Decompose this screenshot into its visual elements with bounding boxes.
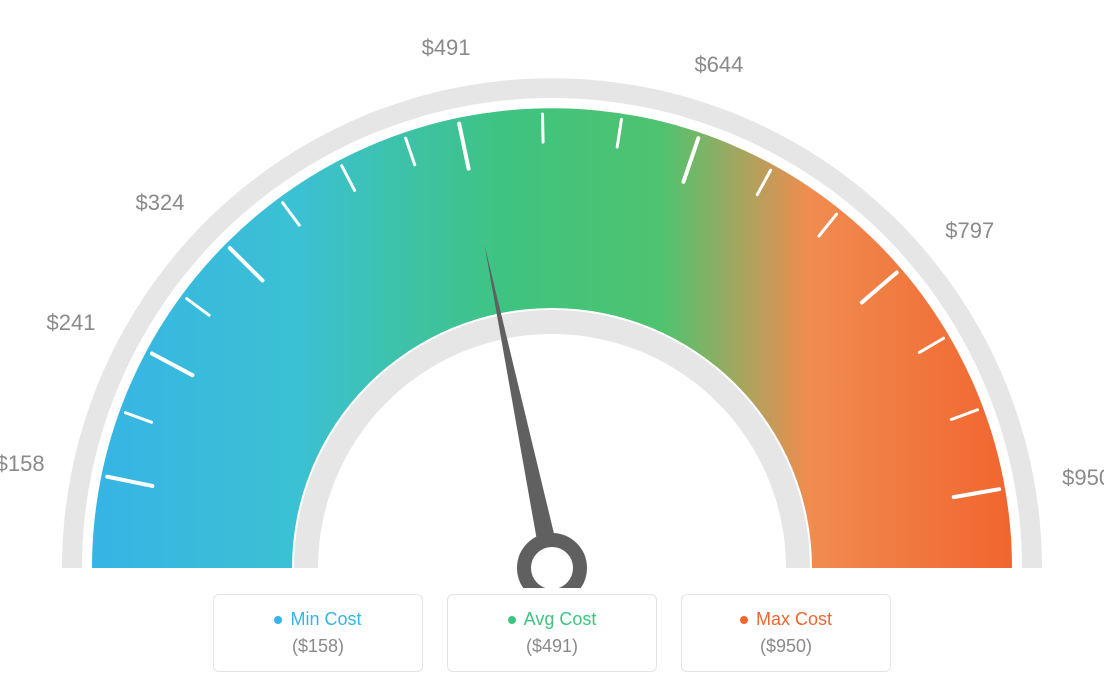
legend-max-label-row: Max Cost <box>740 609 832 630</box>
legend-avg-label-row: Avg Cost <box>508 609 597 630</box>
gauge-tick-label: $797 <box>945 218 994 244</box>
legend-max-value: ($950) <box>760 636 812 657</box>
legend-min-value: ($158) <box>292 636 344 657</box>
gauge-chart <box>0 8 1104 593</box>
legend-card-min: Min Cost ($158) <box>213 594 423 672</box>
legend-min-label: Min Cost <box>290 609 361 630</box>
legend-avg-value: ($491) <box>526 636 578 657</box>
gauge-tick-label: $491 <box>422 35 471 61</box>
legend-avg-label: Avg Cost <box>524 609 597 630</box>
dot-icon <box>274 616 282 624</box>
gauge-tick-label: $644 <box>694 52 743 78</box>
legend: Min Cost ($158) Avg Cost ($491) Max Cost… <box>213 594 891 672</box>
gauge-tick-label: $241 <box>47 310 96 336</box>
gauge-tick-label: $950 <box>1062 465 1104 491</box>
gauge-tick-label: $324 <box>135 190 184 216</box>
gauge-tick-label: $158 <box>0 451 45 477</box>
legend-min-label-row: Min Cost <box>274 609 361 630</box>
dot-icon <box>740 616 748 624</box>
legend-card-max: Max Cost ($950) <box>681 594 891 672</box>
dot-icon <box>508 616 516 624</box>
legend-card-avg: Avg Cost ($491) <box>447 594 657 672</box>
legend-max-label: Max Cost <box>756 609 832 630</box>
